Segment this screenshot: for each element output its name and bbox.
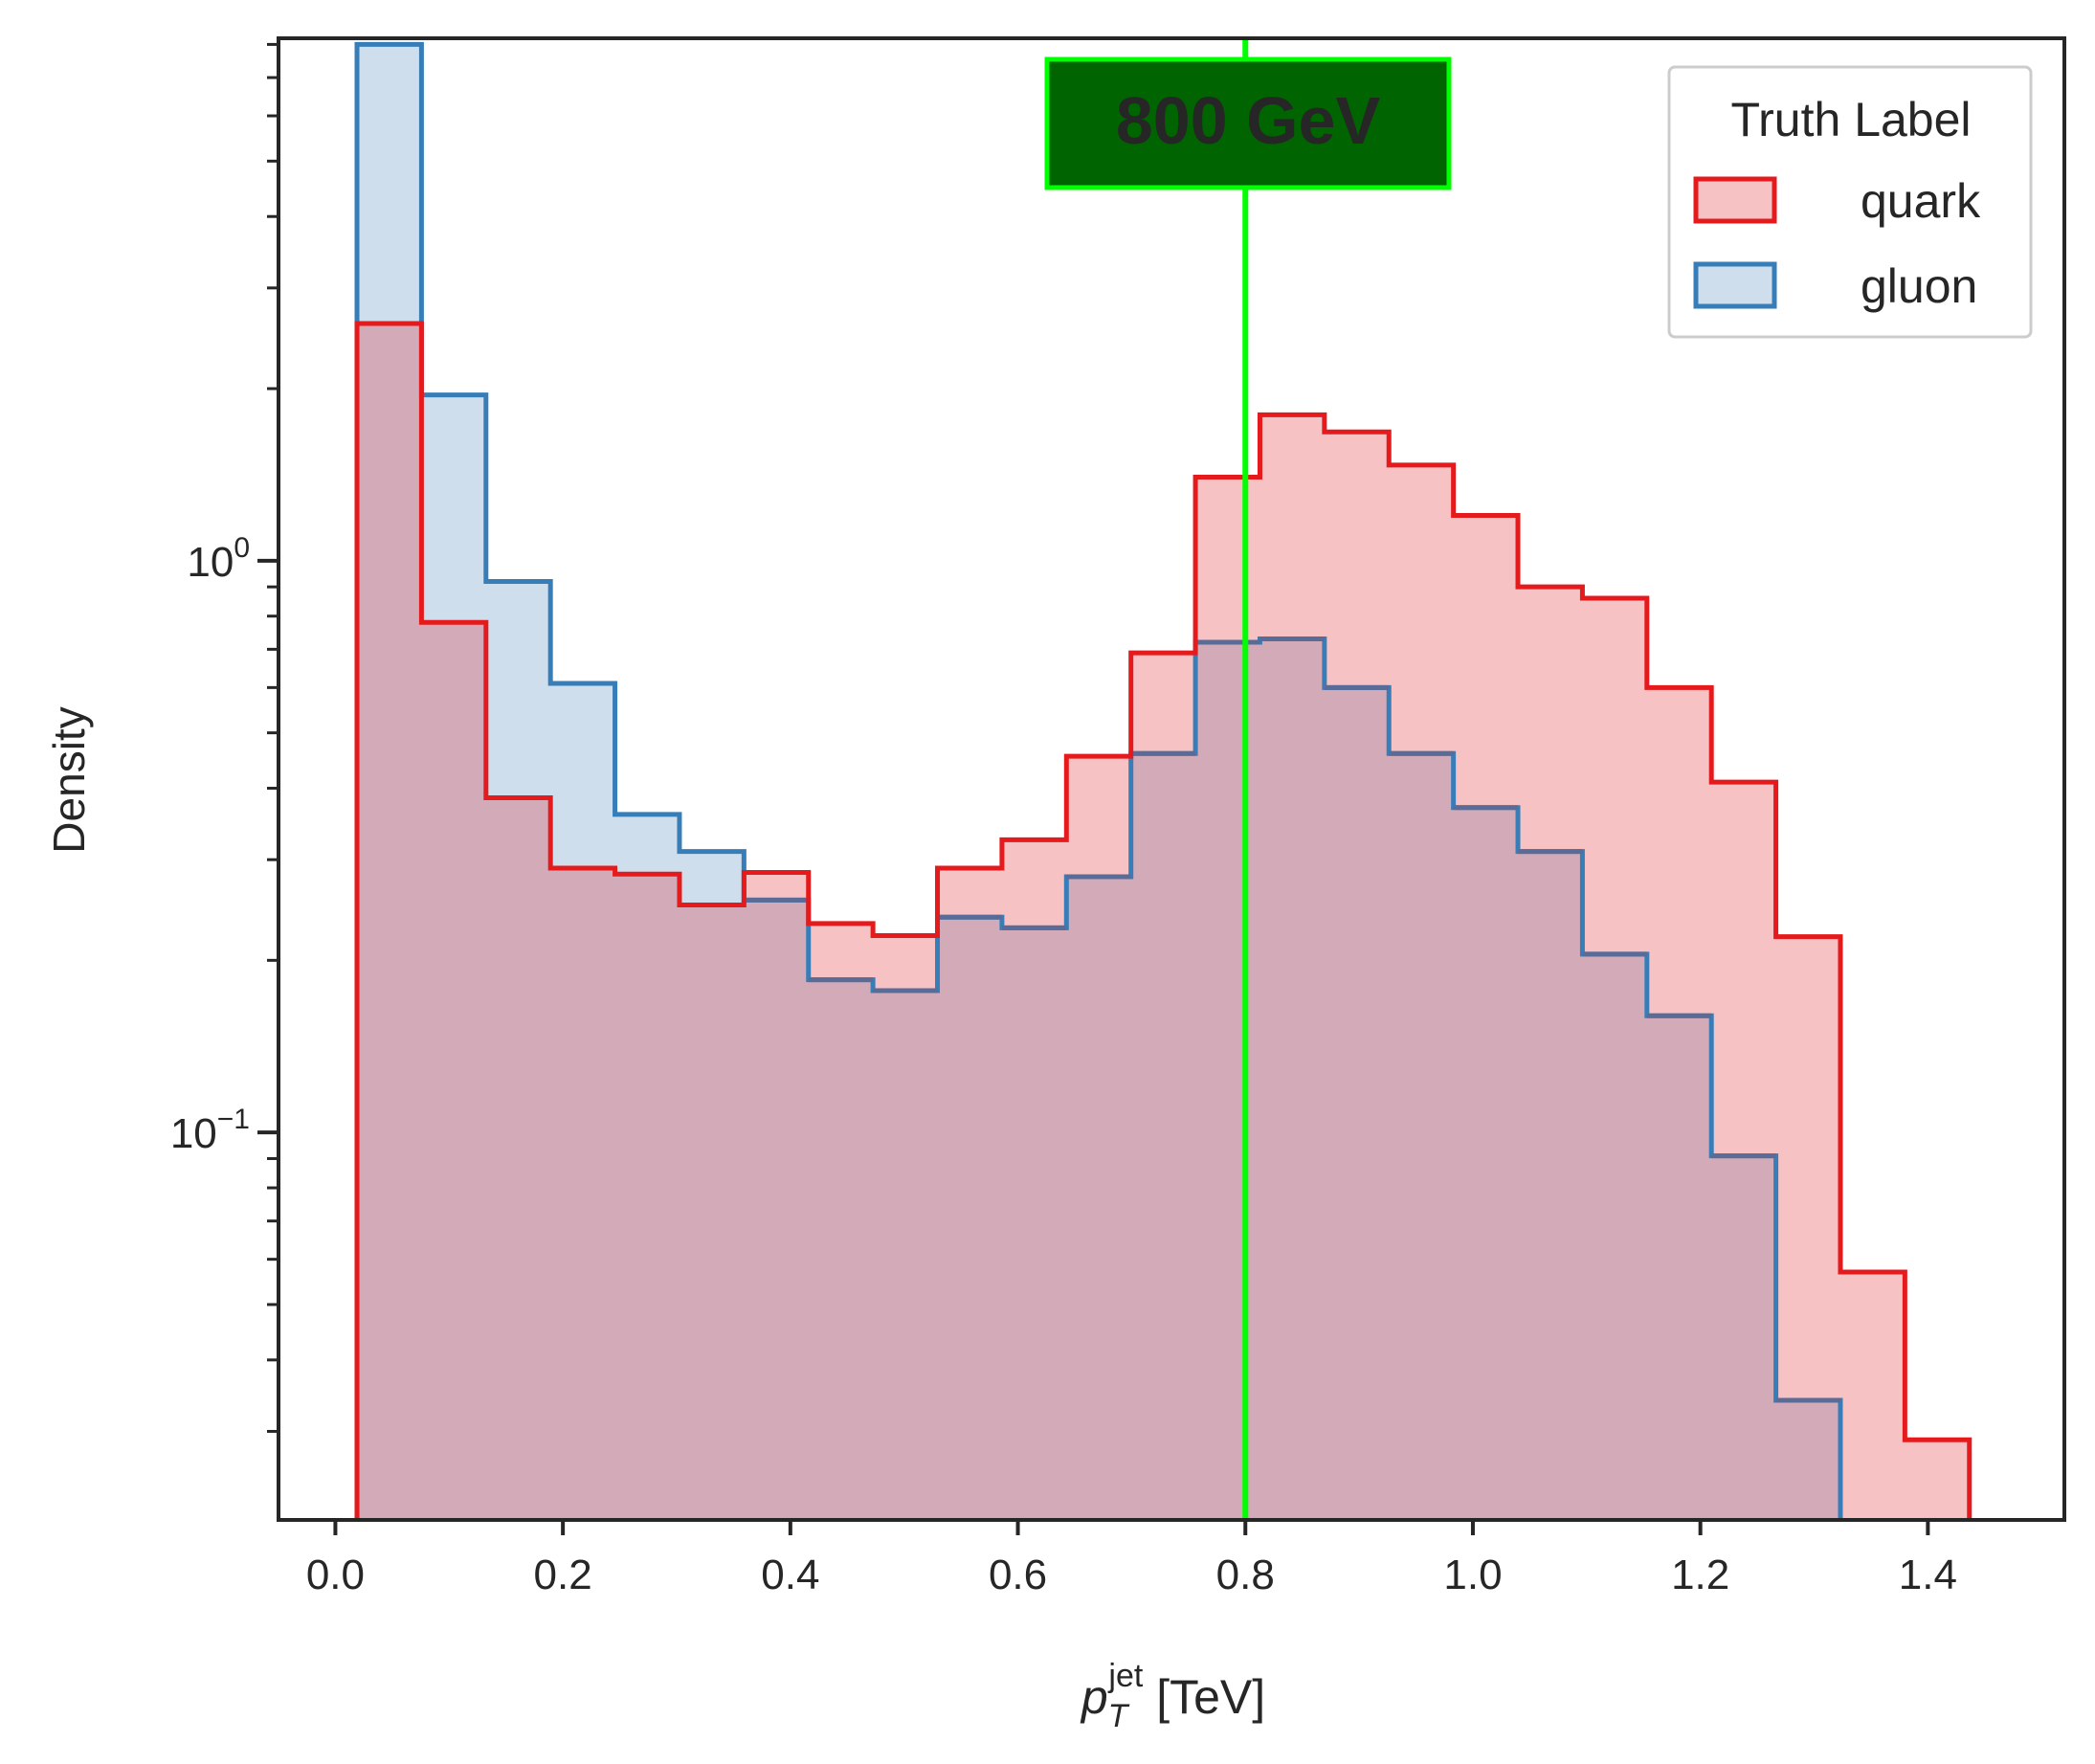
x-tick-label: 0.6 <box>989 1552 1047 1598</box>
overlap-bar <box>1195 642 1260 1520</box>
overlap-fill-layer <box>357 323 1841 1521</box>
x-tick-label: 1.0 <box>1443 1552 1502 1598</box>
overlap-bar <box>1518 851 1583 1520</box>
overlap-bar <box>1453 807 1519 1520</box>
x-axis-ticks: 0.0 0.2 0.4 0.6 0.8 1.0 1.2 1.4 <box>306 1520 1957 1598</box>
legend-swatch-quark <box>1693 176 1777 224</box>
overlap-bar <box>1066 877 1132 1520</box>
overlap-bar <box>937 917 1003 1520</box>
y-tick-label: 100 <box>187 532 250 586</box>
y-axis-label: Density <box>44 706 94 853</box>
vline-annotation: 800 GeV <box>1044 56 1452 190</box>
overlap-bar <box>1646 1016 1712 1520</box>
x-tick-label: 0.4 <box>761 1552 819 1598</box>
x-axis-label: pTjet [TeV] <box>1080 1658 1265 1734</box>
overlap-bar <box>1001 927 1067 1520</box>
quark-line-layer <box>354 321 1972 1520</box>
overlap-bar <box>1775 1400 1841 1520</box>
quark-bar <box>1839 1271 1906 1520</box>
plot-frame <box>277 36 2066 1522</box>
overlap-bar <box>808 979 874 1520</box>
overlap-bar <box>485 797 551 1520</box>
legend: Truth Label quark gluon <box>1667 65 2033 339</box>
overlap-bar <box>357 323 422 1521</box>
overlap-bar <box>679 904 745 1520</box>
x-tick-label: 0.8 <box>1216 1552 1275 1598</box>
overlap-bar <box>744 900 810 1520</box>
gluon-line-layer <box>354 41 1843 1520</box>
quark-step-line <box>354 321 1972 1520</box>
x-tick-label: 1.4 <box>1899 1552 1957 1598</box>
y-axis-ticks: 10−1 100 <box>170 42 279 1433</box>
x-tick-label: 0.2 <box>534 1552 592 1598</box>
overlap-bar <box>1259 638 1326 1520</box>
quark-bar <box>1905 1440 1971 1520</box>
overlap-bar <box>1582 953 1648 1520</box>
overlap-bar <box>1711 1155 1777 1520</box>
legend-swatch-gluon <box>1693 261 1777 309</box>
legend-title: Truth Label <box>1730 93 1971 146</box>
plot-area <box>354 38 1972 1521</box>
vline-annotation-box <box>1044 56 1452 190</box>
legend-label-quark: quark <box>1861 174 1981 228</box>
overlap-bar <box>421 622 487 1520</box>
overlap-bar <box>614 874 680 1520</box>
x-tick-label: 1.2 <box>1671 1552 1729 1598</box>
overlap-bar <box>1389 753 1455 1520</box>
overlap-bar <box>873 991 939 1520</box>
overlap-bar <box>1130 753 1196 1520</box>
x-tick-label: 0.0 <box>306 1552 365 1598</box>
overlap-bar <box>1324 687 1390 1520</box>
y-tick-label: 10−1 <box>170 1104 250 1157</box>
overlap-bar <box>550 867 616 1520</box>
vline-annotation-text: 800 GeV <box>1116 83 1381 158</box>
legend-label-gluon: gluon <box>1861 259 1977 313</box>
